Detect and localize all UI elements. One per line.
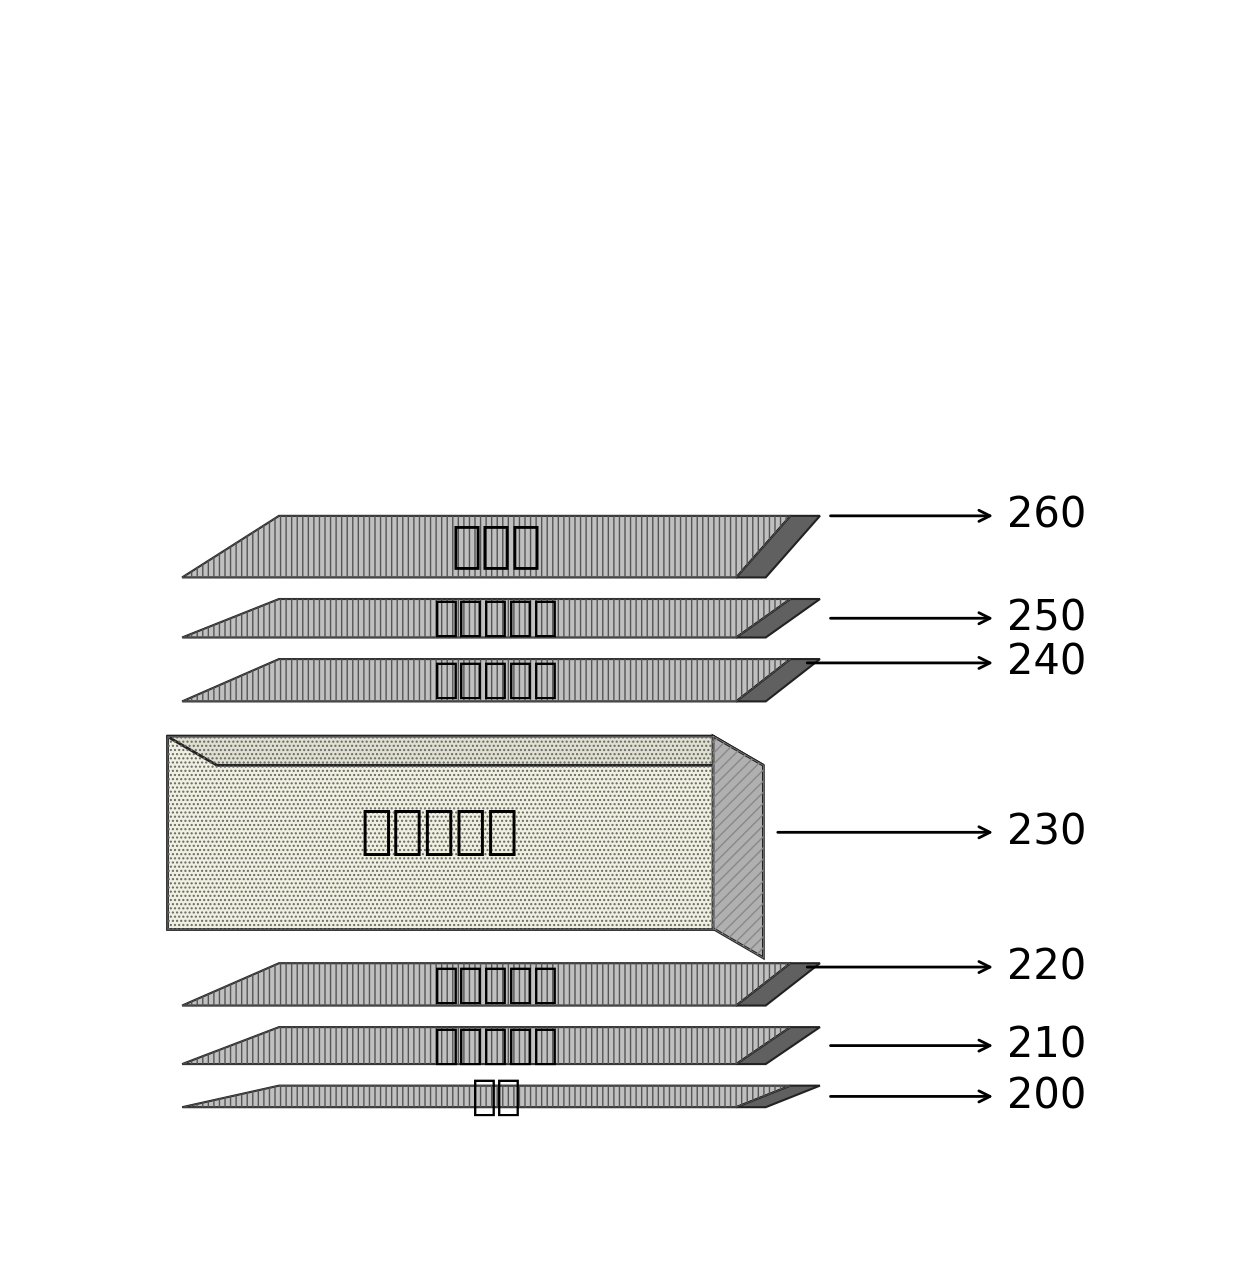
Polygon shape (182, 963, 791, 1006)
Polygon shape (182, 659, 791, 701)
Text: 第二导电层: 第二导电层 (434, 597, 559, 639)
Polygon shape (166, 737, 764, 766)
Polygon shape (182, 599, 791, 638)
Polygon shape (737, 516, 820, 578)
Text: 250: 250 (1007, 597, 1087, 639)
Text: 210: 210 (1007, 1025, 1087, 1067)
Polygon shape (713, 737, 764, 958)
Text: 第二变色层: 第二变色层 (434, 659, 559, 701)
Polygon shape (166, 737, 713, 928)
Polygon shape (737, 599, 820, 638)
Text: 基板: 基板 (472, 1076, 522, 1118)
Polygon shape (737, 659, 820, 701)
Text: 离子传导层: 离子传导层 (361, 806, 518, 859)
Text: 230: 230 (1007, 812, 1087, 853)
Polygon shape (182, 516, 791, 578)
Polygon shape (737, 1027, 820, 1064)
Polygon shape (182, 1086, 791, 1107)
Text: 220: 220 (1007, 946, 1086, 988)
Polygon shape (182, 1027, 791, 1064)
Text: 第一导电层: 第一导电层 (434, 1025, 559, 1067)
Polygon shape (737, 963, 820, 1006)
Text: 保护层: 保护层 (451, 523, 542, 570)
Polygon shape (737, 1086, 820, 1107)
Text: 第一变色层: 第一变色层 (434, 964, 559, 1006)
Text: 260: 260 (1007, 495, 1087, 537)
Text: 240: 240 (1007, 641, 1087, 685)
Text: 200: 200 (1007, 1076, 1087, 1118)
